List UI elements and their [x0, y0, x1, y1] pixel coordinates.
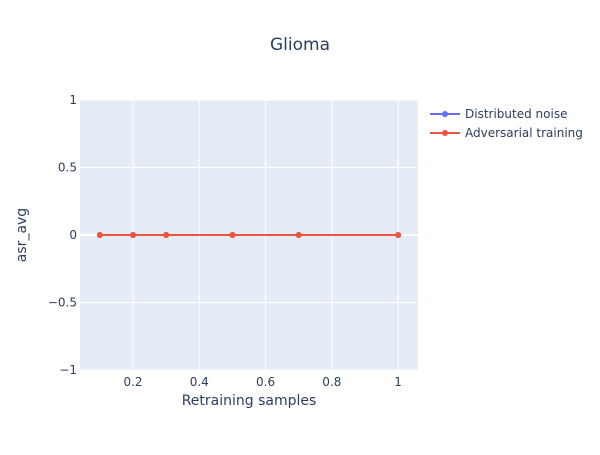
data-point[interactable] — [295, 232, 302, 238]
data-point[interactable] — [229, 232, 236, 238]
y-tick-label: 0 — [69, 228, 77, 242]
legend-label: Adversarial training — [465, 126, 583, 140]
y-tick-label: −1 — [59, 363, 77, 377]
x-tick-label: 0.4 — [190, 375, 209, 389]
data-point[interactable] — [130, 232, 137, 238]
series-adversarial-training — [96, 232, 402, 238]
series-layer — [96, 232, 402, 238]
x-axis-ticks: 0.2 0.4 0.6 0.8 1 — [123, 375, 401, 389]
legend[interactable]: Distributed noise Adversarial training — [430, 107, 583, 140]
legend-item[interactable]: Distributed noise — [430, 107, 567, 121]
y-tick-label: −0.5 — [48, 296, 77, 310]
x-tick-label: 0.8 — [322, 375, 341, 389]
x-tick-label: 0.2 — [123, 375, 142, 389]
x-axis-title: Retraining samples — [182, 393, 317, 409]
data-point[interactable] — [163, 232, 170, 238]
y-axis-title: asr_avg — [14, 208, 30, 262]
data-point[interactable] — [96, 232, 103, 238]
y-axis-ticks: 1 0.5 0 −0.5 −1 — [48, 93, 77, 377]
x-tick-label: 0.6 — [256, 375, 275, 389]
data-point[interactable] — [395, 232, 402, 238]
chart-title: Glioma — [270, 35, 330, 55]
x-tick-label: 1 — [394, 375, 402, 389]
y-tick-label: 0.5 — [58, 161, 77, 175]
legend-swatch-marker — [442, 111, 448, 117]
legend-item[interactable]: Adversarial training — [430, 126, 583, 140]
legend-label: Distributed noise — [465, 107, 567, 121]
y-tick-label: 1 — [69, 93, 77, 107]
legend-swatch-marker — [442, 130, 448, 136]
